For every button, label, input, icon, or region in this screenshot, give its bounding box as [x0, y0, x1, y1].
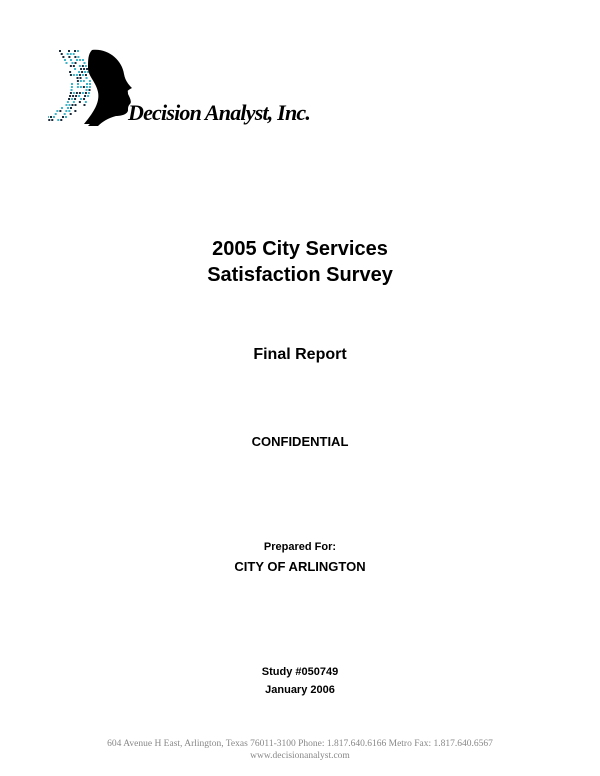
- logo-faces-icon: [48, 49, 132, 126]
- footer-address: 604 Avenue H East, Arlington, Texas 7601…: [107, 739, 493, 749]
- prepared-for-label: Prepared For:: [263, 541, 337, 553]
- company-name: Decision Analyst, Inc.: [128, 100, 311, 125]
- title-line-1: 2005 City Services: [212, 238, 388, 260]
- report-subtitle: Final Report: [253, 346, 347, 363]
- report-date: January 2006: [265, 684, 335, 696]
- confidential-label: CONFIDENTIAL: [251, 434, 349, 449]
- client-name: CITY OF ARLINGTON: [234, 559, 366, 574]
- study-number: Study #050749: [261, 666, 339, 678]
- title-line-2: Satisfaction Survey: [207, 264, 393, 286]
- footer-website[interactable]: www.decisionanalyst.com: [250, 751, 350, 761]
